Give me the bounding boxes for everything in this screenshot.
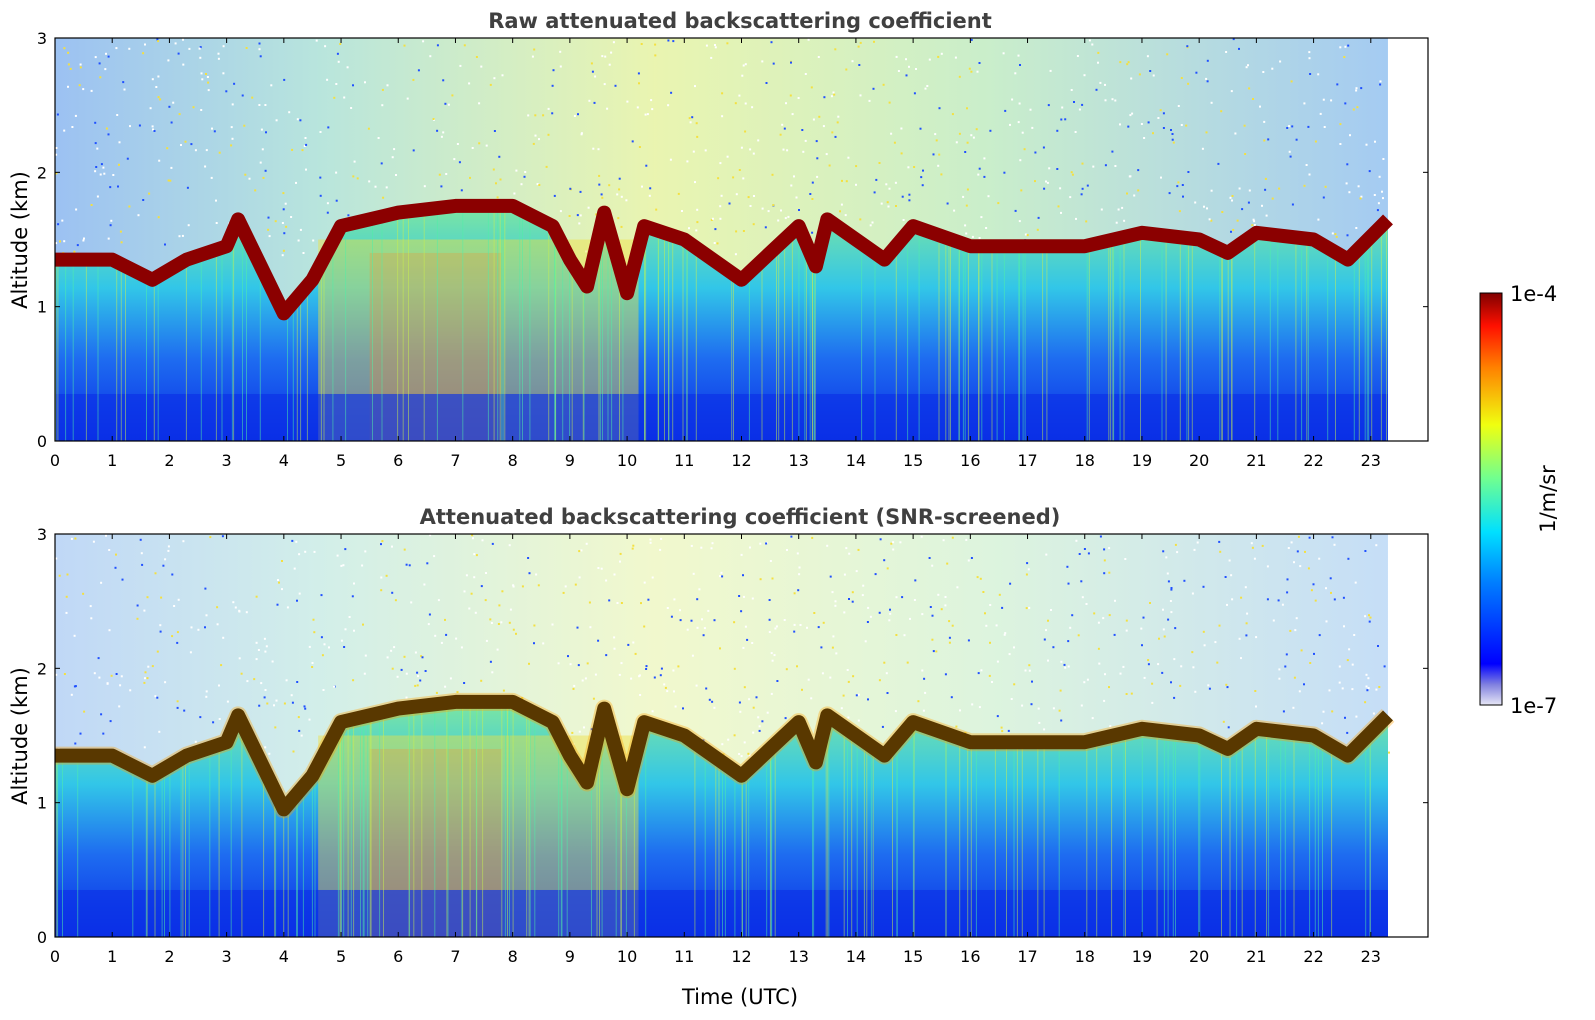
y-axis-label: Altitude (km) [8, 171, 32, 309]
y-tick-label: 2 [37, 659, 47, 678]
x-tick-label: 20 [1189, 451, 1209, 470]
x-tick-label: 3 [222, 451, 232, 470]
x-tick-label: 0 [50, 947, 60, 966]
x-tick-label: 4 [279, 451, 289, 470]
x-tick-label: 8 [508, 451, 518, 470]
cloud-base-halo [55, 692, 1395, 819]
x-tick-label: 17 [1017, 947, 1037, 966]
plot-area [55, 534, 1428, 937]
x-tick-label: 10 [617, 947, 637, 966]
surface-layer [55, 889, 1388, 937]
x-tick-label: 9 [565, 947, 575, 966]
colorbar-max-label: 1e-4 [1510, 282, 1557, 306]
panel-snr-screened: Attenuated backscattering coefficient (S… [8, 505, 1429, 1009]
x-tick-label: 7 [450, 947, 460, 966]
x-tick-label: 19 [1132, 947, 1152, 966]
x-tick-label: 13 [789, 947, 809, 966]
x-tick-label: 22 [1303, 451, 1323, 470]
chart-title: Raw attenuated backscattering coefficien… [488, 9, 992, 33]
x-tick-label: 14 [846, 451, 866, 470]
x-tick-label: 21 [1246, 947, 1266, 966]
panel-raw: Raw attenuated backscattering coefficien… [8, 9, 1429, 470]
x-tick-label: 11 [674, 451, 694, 470]
x-tick-label: 19 [1132, 451, 1152, 470]
x-tick-label: 3 [222, 947, 232, 966]
cloud-base-layer [55, 198, 1393, 321]
x-tick-label: 18 [1075, 947, 1095, 966]
x-tick-label: 12 [731, 451, 751, 470]
x-tick-label: 1 [107, 947, 117, 966]
x-tick-label: 12 [731, 947, 751, 966]
plot-area [54, 38, 1428, 441]
x-tick-label: 11 [674, 947, 694, 966]
x-tick-label: 0 [50, 451, 60, 470]
x-tick-label: 17 [1017, 451, 1037, 470]
boundary-layer-field [55, 701, 1388, 937]
x-tick-label: 14 [846, 947, 866, 966]
x-tick-label: 21 [1246, 451, 1266, 470]
y-tick-label: 1 [37, 298, 47, 317]
x-tick-label: 6 [393, 947, 403, 966]
x-tick-label: 18 [1075, 451, 1095, 470]
surface-layer [55, 393, 1388, 441]
x-axis-label: Time (UTC) [681, 985, 798, 1009]
y-tick-label: 3 [37, 29, 47, 48]
x-tick-label: 2 [164, 947, 174, 966]
precip-streaks [54, 205, 1387, 441]
x-tick-label: 15 [903, 451, 923, 470]
x-tick-label: 9 [565, 451, 575, 470]
x-tick-label: 10 [617, 451, 637, 470]
y-tick-label: 3 [37, 525, 47, 544]
y-tick-label: 2 [37, 163, 47, 182]
x-tick-label: 20 [1189, 947, 1209, 966]
y-axis-label: Altitude (km) [8, 667, 32, 805]
y-ticks: 0 1 2 3 [37, 29, 1428, 451]
x-tick-label: 22 [1303, 947, 1323, 966]
colorbar: 1e-4 1e-7 1/m/sr [1479, 282, 1560, 718]
boundary-layer-field [55, 205, 1388, 441]
precip-streaks [56, 701, 1371, 937]
colorbar-min-label: 1e-7 [1510, 694, 1557, 718]
x-tick-label: 5 [336, 947, 346, 966]
x-tick-label: 8 [508, 947, 518, 966]
y-ticks: 0 1 2 3 [37, 525, 1428, 947]
x-tick-label: 13 [789, 451, 809, 470]
colorbar-gradient [1479, 292, 1503, 706]
colorbar-unit-label: 1/m/sr [1536, 465, 1560, 533]
x-ticks: 0 1 2 3 4 5 6 7 8 9 10 11 12 13 14 15 16 17 18 19 20 21 22 23 [50, 38, 1381, 470]
x-tick-label: 16 [960, 451, 980, 470]
x-tick-label: 7 [450, 451, 460, 470]
x-tick-label: 23 [1361, 451, 1381, 470]
chart-title: Attenuated backscattering coefficient (S… [420, 505, 1061, 529]
y-tick-label: 0 [37, 928, 47, 947]
y-tick-label: 1 [37, 794, 47, 813]
x-tick-label: 6 [393, 451, 403, 470]
cloud-base-layer [55, 694, 1393, 817]
x-tick-label: 4 [279, 947, 289, 966]
x-tick-label: 15 [903, 947, 923, 966]
x-tick-label: 16 [960, 947, 980, 966]
y-tick-label: 0 [37, 432, 47, 451]
x-tick-label: 5 [336, 451, 346, 470]
x-ticks: 0 1 2 3 4 5 6 7 8 9 10 11 12 13 14 15 16 17 18 19 20 21 22 23 [50, 534, 1381, 966]
x-tick-label: 2 [164, 451, 174, 470]
noise-speckle [55, 38, 1385, 262]
x-tick-label: 1 [107, 451, 117, 470]
x-tick-label: 23 [1361, 947, 1381, 966]
